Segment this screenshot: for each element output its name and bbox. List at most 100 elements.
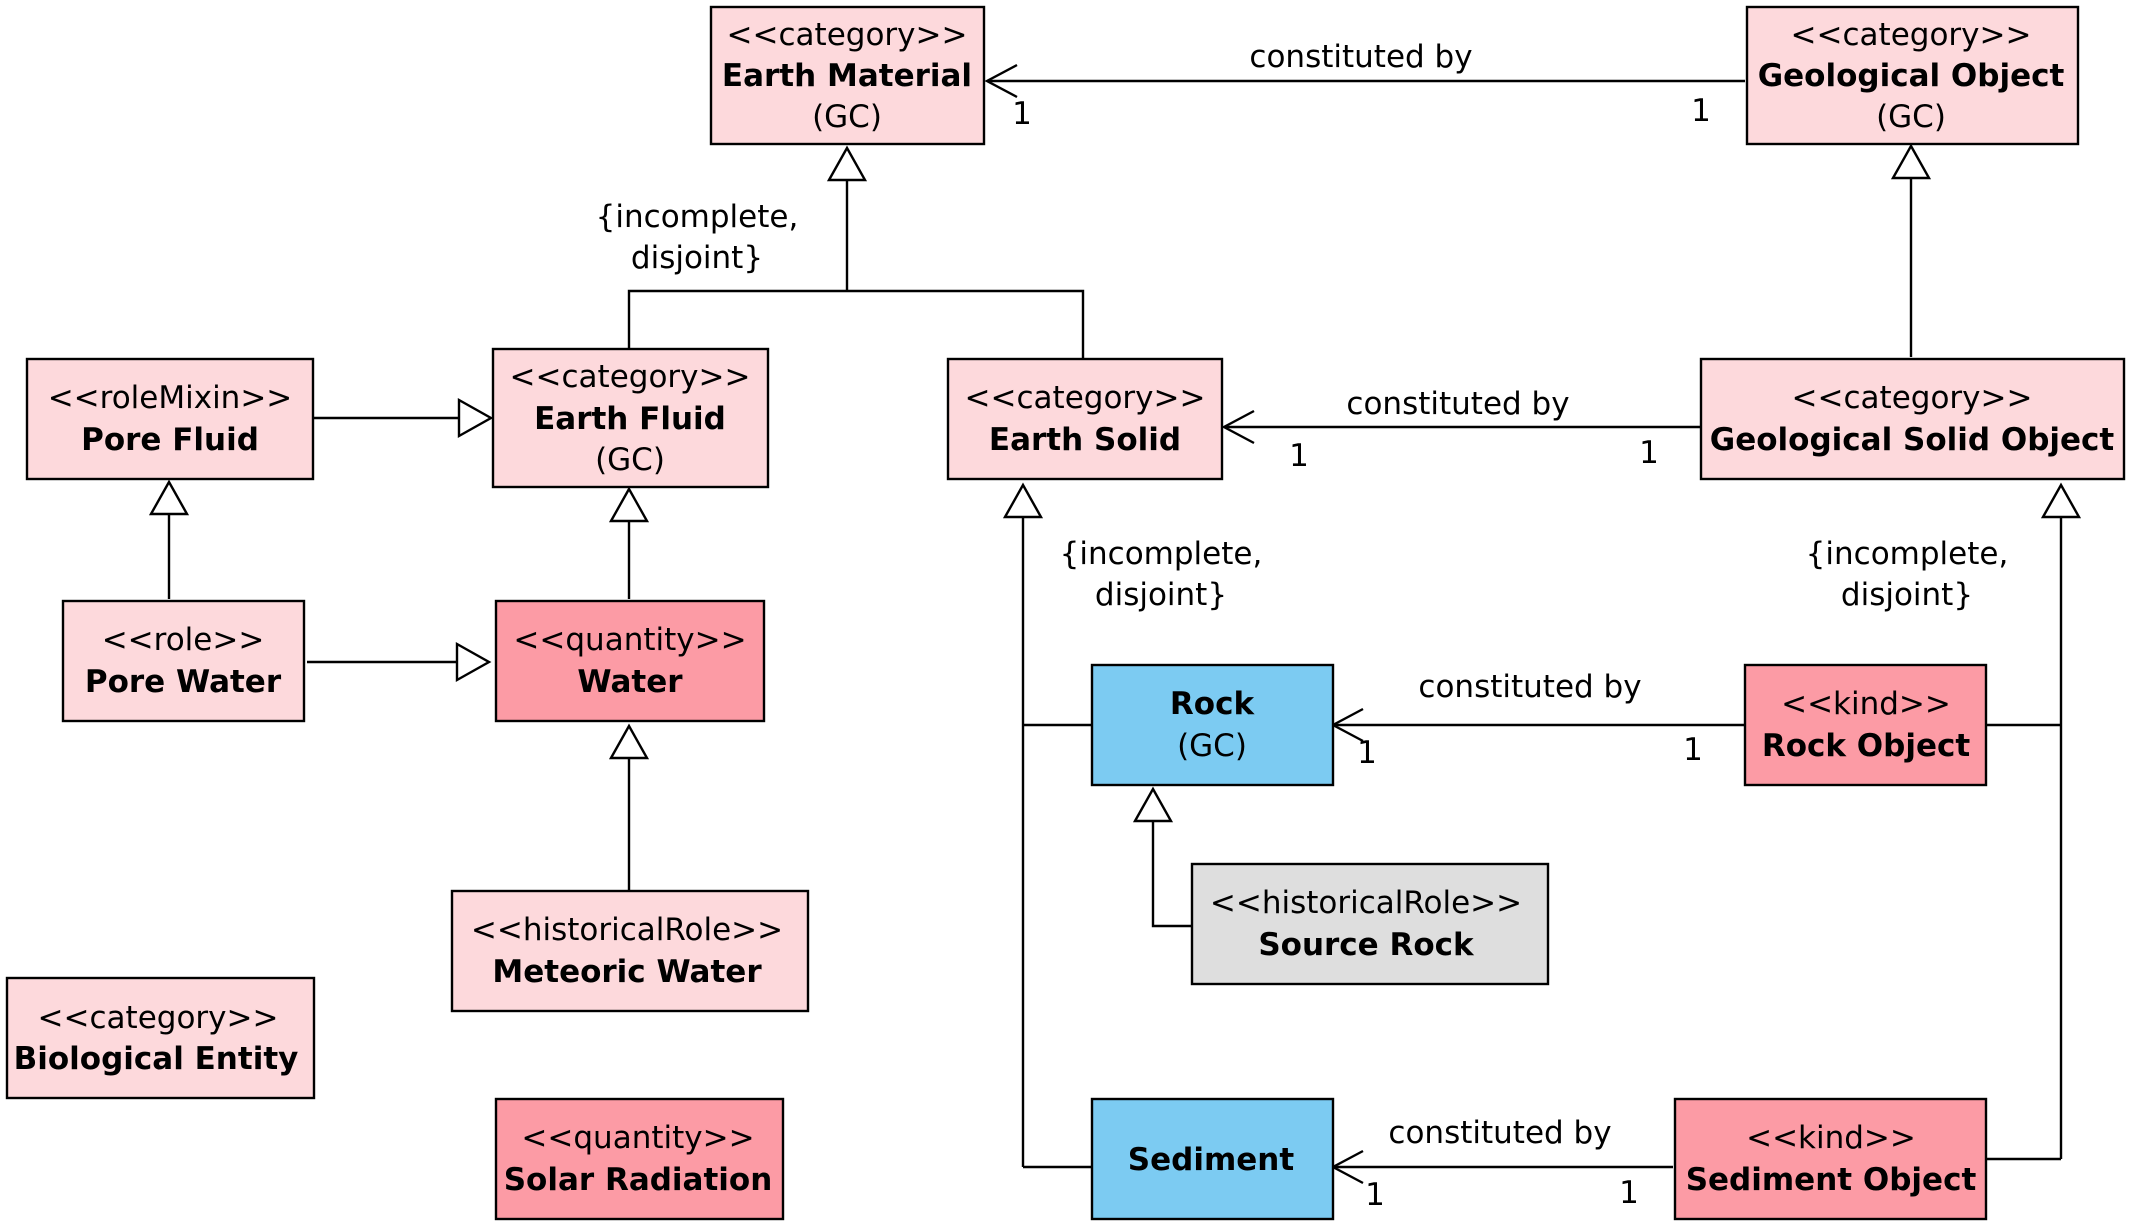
- class-name: Biological Entity: [14, 1041, 299, 1077]
- generalization-pore-water-pore-fluid: [148, 479, 190, 599]
- generalization-earth-material: {incomplete, disjoint}: [596, 145, 1085, 359]
- class-stereotype: <<kind>>: [1781, 686, 1951, 722]
- class-box: [450, 889, 810, 1013]
- class-note: (GC): [812, 99, 882, 135]
- class-rock-object[interactable]: <<kind>> Rock Object: [1743, 663, 1988, 787]
- generalization-triangle: [608, 486, 650, 523]
- class-earth-fluid[interactable]: <<category>> Earth Fluid (GC): [491, 347, 770, 489]
- multiplicity-source: 1: [1639, 435, 1659, 471]
- multiplicity-source: 1: [1691, 93, 1711, 129]
- class-name: Pore Water: [85, 664, 282, 700]
- association-label: constituted by: [1418, 669, 1641, 705]
- class-stereotype: <<quantity>>: [521, 1120, 754, 1156]
- class-geological-object[interactable]: <<category>> Geological Object (GC): [1745, 5, 2080, 146]
- class-source-rock[interactable]: <<historicalRole>> Source Rock: [1190, 862, 1550, 986]
- generalization-water-earth-fluid: [608, 486, 650, 599]
- class-note: (GC): [1876, 99, 1946, 135]
- class-box: [1743, 663, 1988, 787]
- generalization-triangle: [457, 397, 494, 439]
- generalization-source-rock-rock: [1132, 786, 1192, 928]
- class-note: (GC): [1177, 728, 1247, 764]
- class-water[interactable]: <<quantity>> Water: [494, 599, 766, 723]
- constraint-line-1: {incomplete,: [1060, 536, 1263, 572]
- class-name: Rock: [1170, 686, 1256, 722]
- class-box: [1745, 5, 2080, 146]
- association-label: constituted by: [1249, 39, 1472, 75]
- class-rock[interactable]: Rock (GC): [1090, 663, 1335, 787]
- association-geological-object-earth-material: constituted by 1 1: [984, 39, 1745, 132]
- multiplicity-target: 1: [1289, 438, 1309, 474]
- nodes: <<category>> Earth Material (GC) <<categ…: [5, 5, 2126, 1221]
- class-geological-solid-object[interactable]: <<category>> Geological Solid Object: [1699, 357, 2126, 481]
- class-stereotype: <<category>>: [965, 380, 1206, 416]
- class-stereotype: <<role>>: [102, 622, 265, 658]
- association-label: constituted by: [1388, 1115, 1611, 1151]
- class-note: (GC): [595, 442, 665, 478]
- constraint-line-2: disjoint}: [1841, 577, 1973, 613]
- class-name: Geological Object: [1758, 58, 2065, 94]
- generalization-geological-object: [1890, 143, 1932, 357]
- generalization-triangle: [148, 479, 190, 516]
- class-box: [709, 5, 986, 146]
- class-name: Pore Fluid: [81, 422, 259, 458]
- generalization-triangle: [1002, 482, 1044, 519]
- open-arrowhead: [1221, 409, 1255, 445]
- class-biological-entity[interactable]: <<category>> Biological Entity: [5, 976, 316, 1100]
- generalization-triangle: [455, 641, 492, 683]
- class-name: Solar Radiation: [504, 1162, 773, 1198]
- generalization-triangle: [2040, 482, 2082, 519]
- class-box: [1673, 1097, 1988, 1221]
- class-name: Earth Fluid: [534, 401, 726, 437]
- class-box: [1090, 663, 1335, 787]
- multiplicity-source: 1: [1683, 732, 1703, 768]
- generalization-geological-solid-object: {incomplete, disjoint}: [1806, 482, 2082, 1161]
- multiplicity-target: 1: [1365, 1177, 1385, 1213]
- association-rock-object-rock: constituted by 1 1: [1330, 669, 1745, 771]
- class-stereotype: <<quantity>>: [513, 622, 746, 658]
- class-sediment-object[interactable]: <<kind>> Sediment Object: [1673, 1097, 1988, 1221]
- class-box: [1090, 1097, 1335, 1221]
- class-box: [1190, 862, 1550, 986]
- constraint-line-2: disjoint}: [631, 240, 763, 276]
- class-box: [61, 599, 306, 723]
- class-stereotype: <<historicalRole>>: [471, 912, 783, 948]
- class-box: [1699, 357, 2126, 481]
- constraint-line-1: {incomplete,: [1806, 536, 2009, 572]
- class-box: [946, 357, 1224, 481]
- class-stereotype: <<category>>: [510, 359, 751, 395]
- association-sediment-object-sediment: constituted by 1 1: [1330, 1115, 1673, 1213]
- constraint-line-1: {incomplete,: [596, 199, 799, 235]
- class-earth-solid[interactable]: <<category>> Earth Solid: [946, 357, 1224, 481]
- class-box: [494, 599, 766, 723]
- constraint-line-2: disjoint}: [1095, 577, 1227, 613]
- multiplicity-target: 1: [1012, 96, 1032, 132]
- class-name: Water: [577, 664, 683, 700]
- class-box: [25, 357, 315, 481]
- class-sediment[interactable]: Sediment: [1090, 1097, 1335, 1221]
- multiplicity-target: 1: [1357, 735, 1377, 771]
- class-name: Sediment: [1128, 1142, 1295, 1178]
- generalization-meteoric-water-water: [608, 723, 650, 890]
- class-name: Earth Solid: [989, 422, 1181, 458]
- association-geological-solid-object-earth-solid: constituted by 1 1: [1221, 386, 1701, 474]
- generalization-triangle: [1890, 143, 1932, 180]
- open-arrowhead: [984, 63, 1018, 99]
- class-name: Sediment Object: [1686, 1162, 1977, 1198]
- association-label: constituted by: [1346, 386, 1569, 422]
- class-stereotype: <<category>>: [38, 1000, 279, 1036]
- class-box: [491, 347, 770, 489]
- class-pore-fluid[interactable]: <<roleMixin>> Pore Fluid: [25, 357, 315, 481]
- multiplicity-source: 1: [1619, 1175, 1639, 1211]
- class-pore-water[interactable]: <<role>> Pore Water: [61, 599, 306, 723]
- class-solar-radiation[interactable]: <<quantity>> Solar Radiation: [494, 1097, 785, 1221]
- class-stereotype: <<category>>: [1792, 380, 2033, 416]
- generalization-pore-water-water: [307, 641, 492, 683]
- class-box: [494, 1097, 785, 1221]
- class-stereotype: <<category>>: [1791, 17, 2032, 53]
- class-meteoric-water[interactable]: <<historicalRole>> Meteoric Water: [450, 889, 810, 1013]
- class-name: Rock Object: [1762, 728, 1971, 764]
- class-stereotype: <<kind>>: [1746, 1120, 1916, 1156]
- class-stereotype: <<category>>: [727, 17, 968, 53]
- class-earth-material[interactable]: <<category>> Earth Material (GC): [709, 5, 986, 146]
